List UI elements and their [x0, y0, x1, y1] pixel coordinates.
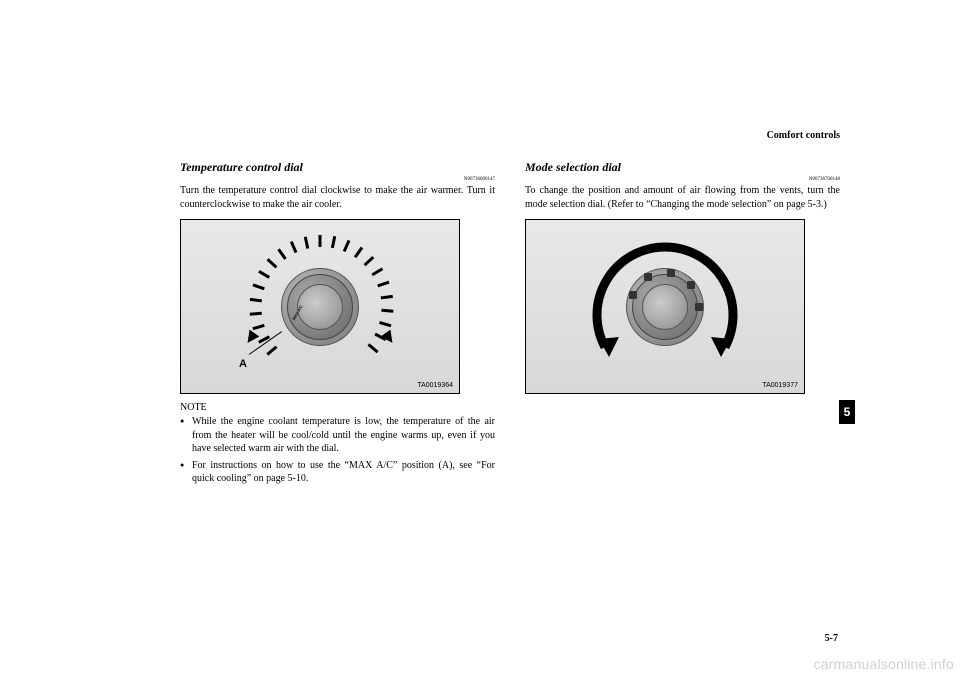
tick-mark — [354, 246, 363, 258]
tick-mark — [377, 280, 389, 287]
tick-mark — [331, 235, 336, 247]
airflow-mode-icon — [667, 269, 675, 277]
figure-id-right: TA0019377 — [762, 382, 798, 389]
chapter-tab: 5 — [839, 400, 855, 424]
tick-mark — [290, 241, 298, 253]
doc-code-right: N00736700148 — [525, 177, 840, 182]
temperature-dial: MAX A/C — [281, 268, 359, 346]
tick-mark — [304, 236, 309, 248]
dial-knob — [642, 284, 688, 330]
tick-mark — [381, 308, 393, 312]
note-list: While the engine coolant temperature is … — [180, 415, 495, 486]
tick-mark — [371, 267, 383, 276]
page-number: 5-7 — [825, 633, 838, 644]
temp-dial-title: Temperature control dial — [180, 160, 495, 175]
section-header: Comfort controls — [767, 130, 840, 141]
temp-dial-body: Turn the temperature control dial clockw… — [180, 184, 495, 211]
airflow-mode-icon — [687, 281, 695, 289]
note-heading: NOTE — [180, 402, 495, 413]
tick-mark — [250, 311, 262, 315]
callout-a-label: A — [239, 358, 247, 370]
tick-mark — [267, 258, 278, 268]
airflow-mode-icon — [695, 303, 703, 311]
airflow-mode-icon — [629, 291, 637, 299]
right-column: Mode selection dial N00736700148 To chan… — [525, 160, 840, 489]
tick-mark — [381, 294, 393, 298]
temp-dial-figure: MAX A/C A TA0019364 — [180, 219, 460, 394]
note-item: For instructions on how to use the “MAX … — [192, 459, 495, 486]
tick-mark — [367, 343, 378, 353]
tick-mark — [252, 283, 264, 290]
tick-mark — [343, 239, 351, 251]
tick-mark — [379, 321, 391, 327]
mode-dial-body: To change the position and amount of air… — [525, 184, 840, 211]
tick-mark — [319, 235, 322, 247]
watermark-text: carmanualsonline.info — [814, 656, 954, 672]
manual-page: Comfort controls Temperature control dia… — [180, 130, 840, 630]
tick-mark — [277, 248, 286, 260]
note-item: While the engine coolant temperature is … — [192, 415, 495, 456]
doc-code-left: N00736600147 — [180, 177, 495, 182]
mode-dial-figure: TA0019377 — [525, 219, 805, 394]
tick-mark — [258, 270, 270, 279]
tick-mark — [364, 255, 375, 265]
left-column: Temperature control dial N00736600147 Tu… — [180, 160, 495, 489]
tick-mark — [266, 345, 277, 355]
mode-dial — [626, 268, 704, 346]
two-column-layout: Temperature control dial N00736600147 Tu… — [180, 160, 840, 489]
tick-mark — [252, 323, 264, 329]
mode-dial-title: Mode selection dial — [525, 160, 840, 175]
dial-knob — [297, 284, 343, 330]
airflow-mode-icon — [644, 273, 652, 281]
tick-mark — [250, 297, 262, 301]
figure-id-left: TA0019364 — [417, 382, 453, 389]
